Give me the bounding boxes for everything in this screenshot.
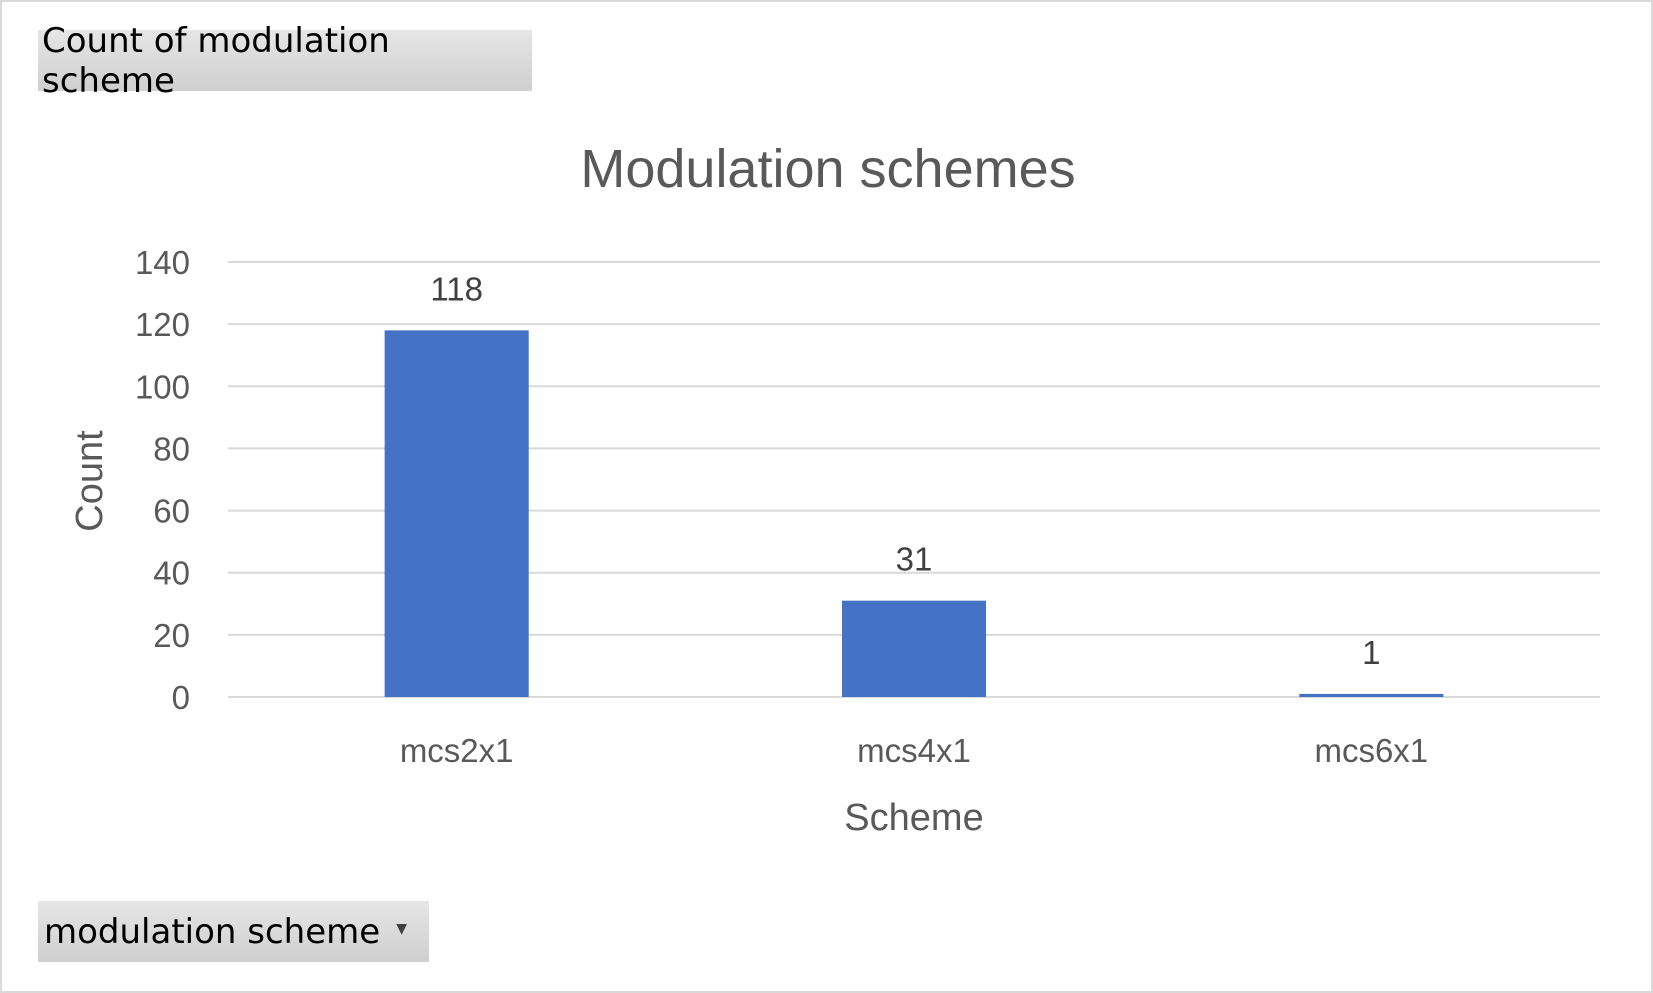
data-label: 118 — [430, 270, 483, 307]
y-tick-label: 0 — [172, 679, 190, 716]
y-tick-label: 100 — [135, 368, 190, 405]
chart-title: Modulation schemes — [580, 139, 1075, 199]
bar[interactable] — [841, 600, 987, 697]
axis-field-button[interactable]: modulation scheme ▼ — [38, 901, 429, 962]
y-tick-label: 80 — [153, 430, 190, 467]
axis-field-label: modulation scheme — [44, 911, 381, 952]
y-tick-label: 60 — [153, 493, 190, 530]
data-label: 1 — [1362, 634, 1380, 671]
x-tick-label: mcs6x1 — [1314, 732, 1428, 769]
data-label: 31 — [896, 541, 933, 578]
dropdown-arrow-icon[interactable]: ▼ — [396, 921, 407, 937]
x-axis-title: Scheme — [844, 797, 983, 839]
y-tick-label: 20 — [153, 617, 190, 654]
x-tick-label: mcs4x1 — [857, 732, 971, 769]
bar[interactable] — [1299, 693, 1444, 697]
x-tick-label: mcs2x1 — [400, 732, 514, 769]
y-tick-label: 40 — [153, 555, 190, 592]
y-axis-title: Count — [69, 430, 111, 532]
value-field-button[interactable]: Count of modulation scheme — [38, 21, 532, 101]
y-tick-label: 140 — [135, 244, 190, 281]
bar[interactable] — [384, 330, 529, 697]
y-tick-label: 120 — [135, 306, 190, 343]
value-field-label: Count of modulation scheme — [42, 20, 390, 101]
